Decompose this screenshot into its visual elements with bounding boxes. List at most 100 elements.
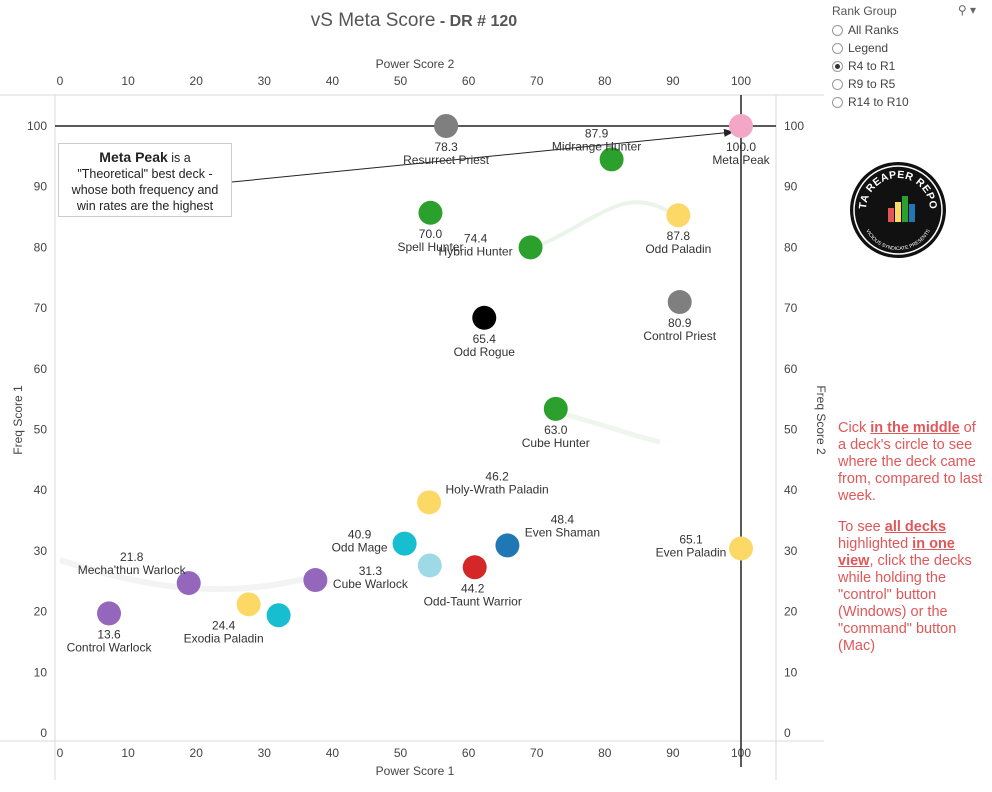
callout-line2: "Theoretical" best deck -: [77, 167, 213, 181]
data-label-value: 48.4: [551, 512, 575, 526]
y-tick-label-right: 10: [784, 665, 798, 679]
data-point[interactable]: [495, 533, 520, 558]
rank-option-r4-to-r1[interactable]: R4 to R1: [832, 57, 982, 75]
x-tick-label: 20: [190, 746, 204, 760]
data-point[interactable]: [729, 114, 753, 138]
data-label-name: Exodia Paladin: [184, 631, 264, 645]
data-point[interactable]: [176, 571, 201, 596]
y-axis-title: Freq Score 1: [11, 385, 25, 455]
x-tick-label-top: 40: [326, 74, 340, 88]
data-label-value: 46.2: [485, 469, 509, 483]
data-label-name: Midrange Hunter: [552, 139, 641, 153]
rank-option-r14-to-r10[interactable]: R14 to R10: [832, 93, 982, 111]
x-axis-title: Power Score 1: [376, 764, 455, 778]
data-label-value: 70.0: [419, 227, 443, 241]
x-tick-label: 10: [121, 746, 135, 760]
scatter-plot: 0 0 10 10 20 20 30 30 40 40 50 50 60 60 70 70 80 80 90 90 10…: [0, 57, 828, 780]
data-label-name: Resurrect Priest: [403, 153, 490, 167]
data-point[interactable]: [729, 536, 753, 561]
data-label-value: 100.0: [726, 140, 756, 154]
x-axis-title-top: Power Score 2: [376, 57, 455, 71]
data-point[interactable]: [392, 531, 417, 556]
rank-option-r9-to-r5[interactable]: R9 to R5: [832, 75, 982, 93]
x-tick-label: 40: [326, 746, 340, 760]
x-tick-label: 30: [258, 746, 272, 760]
x-tick-label-top: 90: [666, 74, 680, 88]
radio-button[interactable]: [832, 24, 843, 36]
data-point[interactable]: [666, 203, 691, 228]
data-label-value: 74.4: [464, 231, 488, 245]
data-point[interactable]: [236, 592, 261, 617]
rank-option-legend[interactable]: Legend: [832, 39, 982, 57]
rank-option-all-ranks[interactable]: All Ranks: [832, 21, 982, 39]
y-tick-label: 0: [40, 726, 47, 740]
data-label-name: Even Paladin: [656, 545, 727, 559]
y-tick-label-right: 50: [784, 423, 798, 437]
data-label-value: 80.9: [668, 316, 692, 330]
y-tick-label: 100: [27, 119, 47, 133]
data-point[interactable]: [303, 568, 328, 593]
data-label-name: Odd Rogue: [454, 345, 516, 359]
data-label-value: 31.3: [359, 564, 383, 578]
x-tick-label: 70: [530, 746, 544, 760]
x-tick-label: 50: [394, 746, 408, 760]
meta-peak-callout: Meta Peak is a "Theoretical" best deck -…: [58, 143, 232, 217]
data-point[interactable]: [266, 603, 291, 628]
x-tick-label-top: 70: [530, 74, 544, 88]
y-tick-label-right: 0: [784, 726, 791, 740]
chart-title-main: vS Meta Score: [310, 10, 436, 31]
callout-line1: is a: [167, 151, 191, 165]
data-point[interactable]: [472, 305, 497, 330]
data-point[interactable]: [434, 114, 459, 138]
data-label-value: 13.6: [97, 627, 121, 641]
data-label-value: 24.4: [212, 618, 236, 632]
data-point[interactable]: [97, 601, 122, 626]
y-tick-label-right: 60: [784, 362, 798, 376]
trail-line: [554, 409, 661, 445]
data-label-value: 65.4: [473, 332, 497, 346]
callout-bold: Meta Peak: [99, 149, 168, 165]
rank-option-label: R4 to R1: [848, 59, 896, 73]
x-tick-label-top: 80: [598, 74, 612, 88]
instructions-p2: To see all decks highlighted in one view…: [838, 519, 972, 654]
rank-option-label: R14 to R10: [848, 95, 909, 109]
instructions-p1: Cick in the middle of a deck's circle to…: [838, 420, 983, 504]
instructions-text: Cick in the middle of a deck's circle to…: [838, 420, 986, 669]
radio-button[interactable]: [832, 78, 843, 90]
y-axis-title-right: Freq Score 2: [814, 385, 828, 455]
data-point[interactable]: [599, 147, 624, 172]
y-tick-label-right: 90: [784, 180, 798, 194]
y-tick-label-right: 30: [784, 544, 798, 558]
rank-option-label: All Ranks: [848, 23, 899, 37]
y-tick-label: 50: [34, 423, 48, 437]
data-label-name: Spell Hunter: [397, 240, 463, 254]
x-tick-label-top: 20: [190, 74, 204, 88]
rank-group-title: Rank Group: [832, 4, 897, 18]
data-point[interactable]: [417, 490, 442, 515]
x-tick-label: 90: [666, 746, 680, 760]
radio-button[interactable]: [832, 60, 843, 72]
radio-button[interactable]: [832, 96, 843, 108]
y-tick-label: 80: [34, 240, 48, 254]
data-label-value: 87.9: [585, 126, 609, 140]
data-reaper-logo: DATA REAPER REPORT VICIOUS SYNDICATE PRE…: [848, 160, 946, 258]
data-label-name: Meta Peak: [712, 153, 770, 167]
y-tick-label-right: 40: [784, 483, 798, 497]
radio-button[interactable]: [832, 42, 843, 54]
y-tick-label-right: 20: [784, 605, 798, 619]
filter-search-icon[interactable]: ⚲ ▾: [957, 3, 976, 17]
data-point[interactable]: [518, 235, 543, 260]
data-point[interactable]: [543, 396, 568, 421]
data-label-value: 87.8: [667, 229, 691, 243]
y-tick-label-right: 80: [784, 240, 798, 254]
y-tick-label: 70: [34, 301, 48, 315]
x-tick-label: 60: [462, 746, 476, 760]
y-tick-label: 40: [34, 483, 48, 497]
data-point[interactable]: [418, 200, 443, 225]
data-point[interactable]: [462, 555, 487, 580]
data-label-value: 65.1: [679, 532, 703, 546]
data-label-name: Control Priest: [643, 329, 716, 343]
data-point[interactable]: [417, 553, 442, 578]
data-point[interactable]: [667, 290, 692, 315]
x-tick-label-top: 0: [57, 74, 64, 88]
